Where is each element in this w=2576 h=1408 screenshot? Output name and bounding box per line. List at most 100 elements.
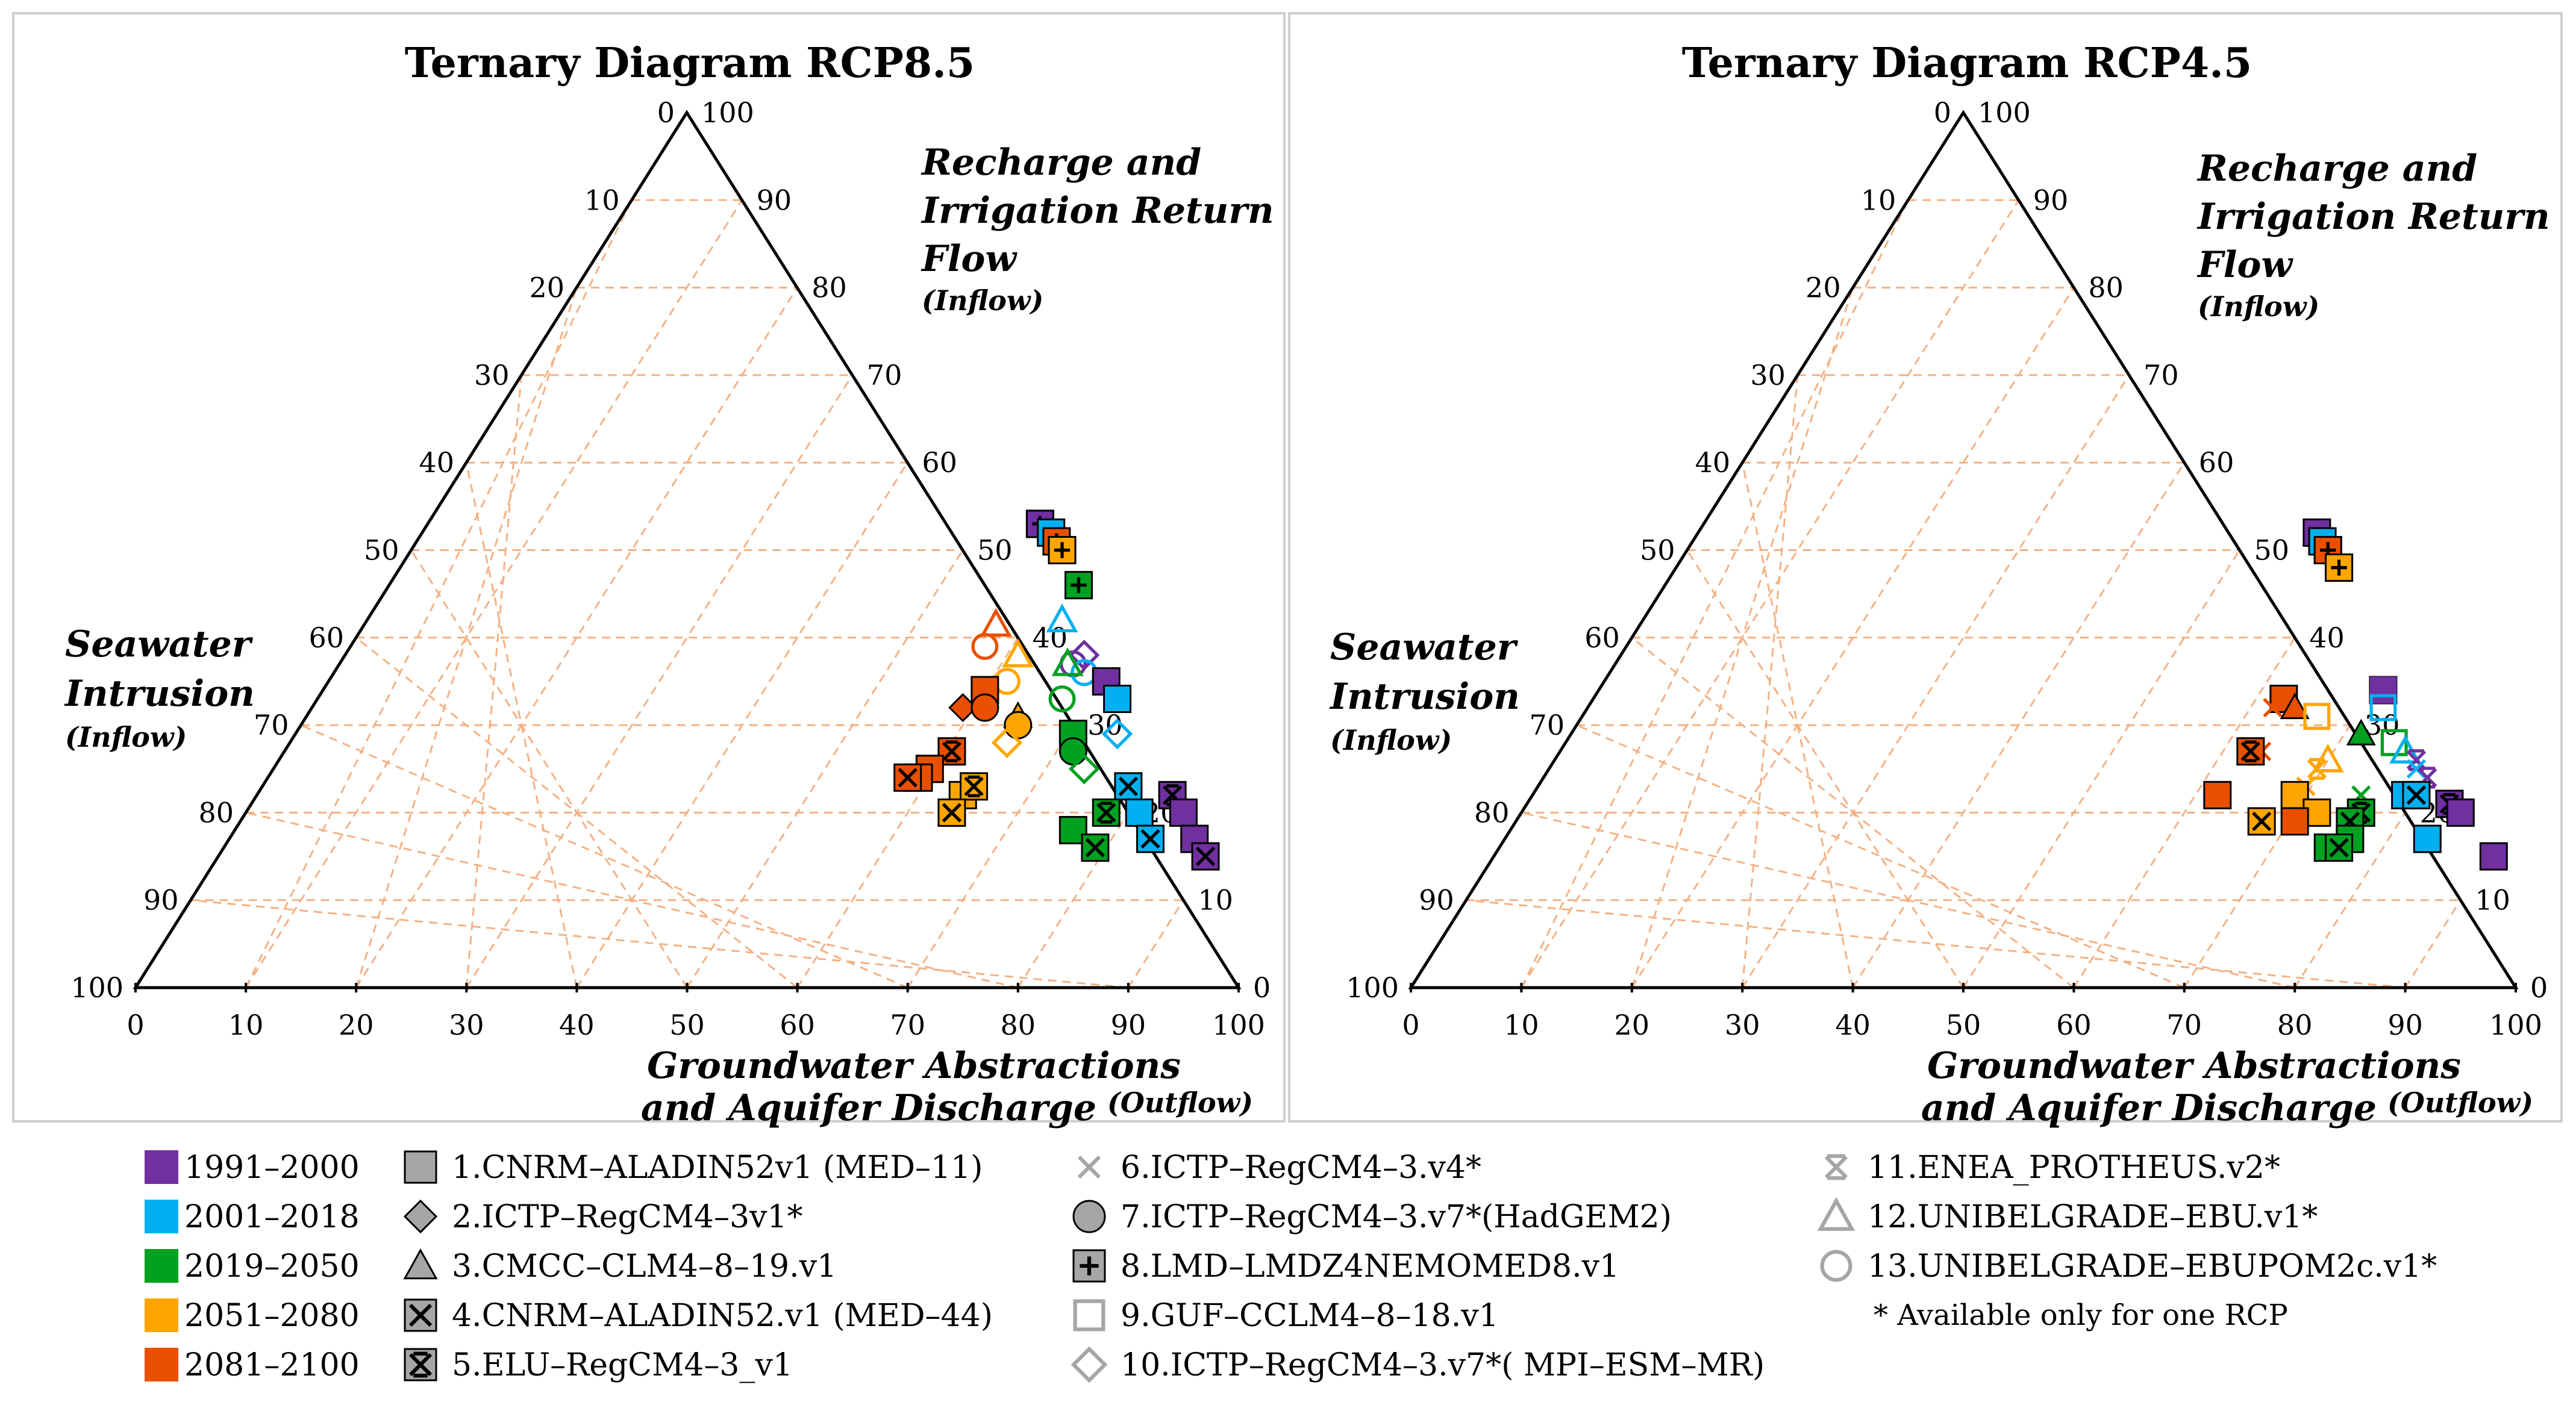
tick-label-bottom: 30 — [1725, 1009, 1760, 1041]
legend-model-label: 6.ICTP–RegCM4–3.v4* — [1121, 1150, 1481, 1186]
legend-marker — [1077, 1155, 1101, 1179]
grid-line — [1576, 724, 2185, 989]
legend-marker — [1071, 1346, 1108, 1383]
data-point — [2280, 692, 2310, 720]
svg-text:Irrigation Return: Irrigation Return — [921, 190, 1274, 232]
legend-model-label: 5.ELU–RegCM4–3_v1 — [452, 1347, 793, 1383]
svg-text:Seawater: Seawater — [65, 623, 254, 665]
left-axis-label: Seawater Intrusion (Inflow) — [64, 623, 255, 753]
data-point — [1125, 798, 1154, 827]
tick-label-left: 0 — [1934, 96, 1951, 129]
svg-text:Groundwater Abstractions: Groundwater Abstractions — [1927, 1045, 2461, 1087]
data-point — [1002, 638, 1034, 668]
grid-line — [2293, 812, 2406, 988]
data-point — [2346, 718, 2376, 746]
data-point — [1048, 536, 1077, 564]
legend-marker — [404, 1150, 437, 1184]
grid-line — [907, 724, 1074, 988]
ternary-triangle — [1408, 110, 2519, 992]
tick-label-bottom: 90 — [1111, 1009, 1146, 1041]
tick-label-left: 10 — [1861, 184, 1896, 216]
legend-periods: 1991–2000 2001–2018 2019–2050 2051–2080 2081… — [145, 1150, 360, 1383]
tick-label-left: 20 — [1805, 272, 1841, 304]
tick-label-bottom: 80 — [1001, 1009, 1036, 1041]
tick-label-bottom: 90 — [2387, 1009, 2423, 1041]
data-point — [1004, 711, 1033, 740]
tick-label-left: 100 — [1346, 971, 1399, 1004]
tick-label-left: 10 — [584, 184, 620, 216]
data-point — [2280, 807, 2309, 836]
data-point — [1058, 737, 1087, 766]
ternary-triangle — [133, 110, 1242, 992]
data-point — [2263, 697, 2283, 718]
tick-label-left: 50 — [1640, 534, 1675, 567]
grid-line — [190, 899, 1129, 989]
legend-marker — [1073, 1299, 1105, 1332]
data-point — [2369, 676, 2398, 705]
legend-marker — [1072, 1249, 1106, 1283]
legend-note: * Available only for one RCP — [1874, 1298, 2288, 1332]
grid-line — [1521, 811, 2295, 989]
data-point — [893, 763, 922, 792]
svg-text:Recharge and: Recharge and — [2196, 148, 2477, 190]
tick-label-right: 50 — [977, 534, 1013, 567]
tick-label-right: 10 — [1198, 884, 1233, 917]
bottom-axis-label: Groundwater Abstractions and Aquifer Dis… — [641, 1045, 1253, 1129]
data-point — [1103, 685, 1132, 714]
grid-line — [1631, 287, 2075, 988]
svg-text:(Inflow): (Inflow) — [1330, 724, 1452, 756]
tick-label-bottom: 60 — [780, 1009, 815, 1041]
tick-label-right: 90 — [2033, 184, 2069, 216]
grid-line — [2404, 899, 2462, 988]
grid-line — [466, 375, 854, 988]
data-point — [2247, 807, 2276, 836]
legend-period-label: 1991–2000 — [184, 1150, 360, 1186]
legend: 1991–2000 2001–2018 2019–2050 2051–2080 2081… — [145, 1150, 2437, 1383]
tick-label-left: 90 — [143, 884, 179, 917]
grid-line — [796, 637, 1019, 988]
svg-text:Intrusion: Intrusion — [1329, 676, 1520, 718]
legend-marker — [1817, 1197, 1855, 1231]
data-point — [980, 608, 1012, 637]
grid-line — [410, 549, 688, 988]
right-axis-label: Recharge and Irrigation Return Flow (Inf… — [2196, 148, 2550, 323]
svg-text:Flow: Flow — [921, 238, 1018, 280]
tick-label-left: 100 — [70, 971, 123, 1004]
grid-line — [245, 199, 743, 988]
grid-line — [1631, 287, 1854, 988]
grid-line — [355, 287, 798, 988]
tick-label-bottom: 20 — [339, 1009, 374, 1041]
svg-text:Recharge and: Recharge and — [921, 142, 1201, 184]
legend-marker — [1072, 1200, 1106, 1233]
legend-model-label: 9.GUF–CCLM4–8–18.v1 — [1121, 1298, 1499, 1334]
legend-swatch — [145, 1249, 178, 1283]
tick-label-bottom: 50 — [1946, 1009, 1981, 1041]
svg-text:(Inflow): (Inflow) — [922, 284, 1043, 317]
legend-model-label: 12.UNIBELGRADE–EBU.v1* — [1868, 1199, 2318, 1235]
legend-swatch — [145, 1150, 178, 1184]
tick-label-bottom: 40 — [559, 1009, 595, 1041]
tick-label-bottom: 70 — [2167, 1009, 2202, 1041]
data-point — [971, 693, 999, 722]
tick-label-right: 100 — [1978, 96, 2031, 129]
grid-line — [2073, 637, 2296, 988]
data-point — [2413, 824, 2442, 853]
legend-model-label: 2.ICTP–RegCM4–3v1* — [452, 1199, 803, 1235]
tick-label-bottom: 20 — [1615, 1009, 1650, 1041]
data-point — [971, 632, 999, 660]
tick-label-right: 80 — [2088, 272, 2124, 304]
data-point — [1058, 815, 1087, 844]
data-point — [1169, 798, 1198, 827]
legend-marker — [403, 1248, 438, 1280]
data-points — [893, 509, 1220, 871]
grid-line — [355, 287, 578, 988]
tick-label-bottom: 0 — [127, 1009, 144, 1041]
data-point — [2406, 749, 2427, 771]
bottom-axis-label: Groundwater Abstractions and Aquifer Dis… — [1921, 1045, 2533, 1129]
grid-line — [1017, 812, 1130, 988]
legend-model-label: 3.CMCC–CLM4–8–19.v1 — [452, 1248, 837, 1285]
tick-label-left: 30 — [1750, 359, 1786, 391]
tick-label-bottom: 70 — [890, 1009, 925, 1041]
